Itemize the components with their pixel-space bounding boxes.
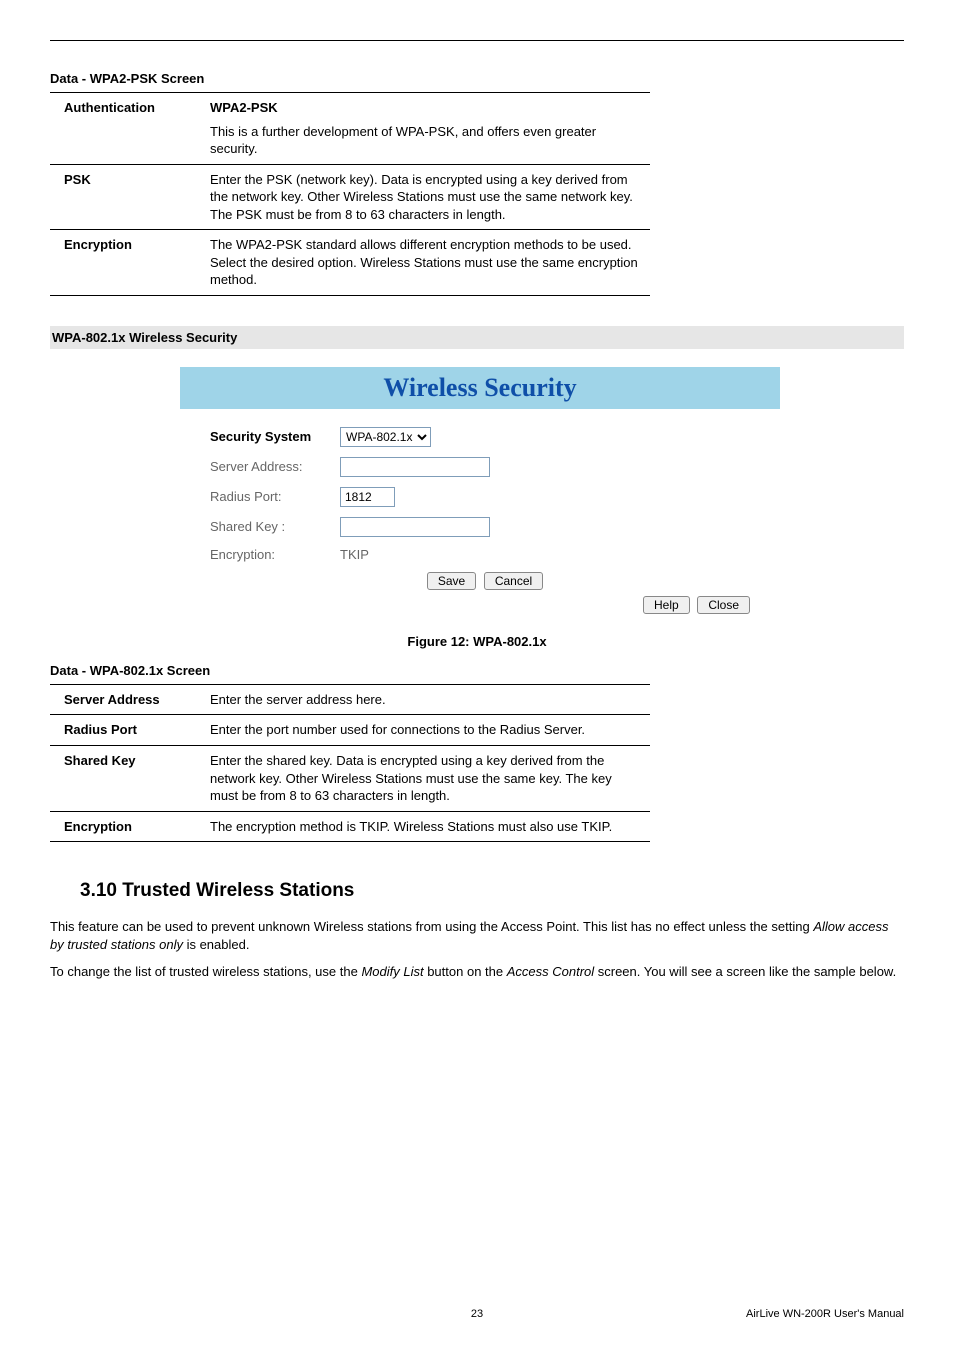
cell-shared-value: Enter the shared key. Data is encrypted … (200, 746, 650, 812)
table-row: Server Address Enter the server address … (50, 684, 650, 715)
cell-server-label: Server Address (50, 684, 200, 715)
cell-enc-value: The WPA2-PSK standard allows different e… (200, 230, 650, 296)
auth-bold: WPA2-PSK (210, 99, 640, 117)
shared-key-input[interactable] (340, 517, 490, 537)
close-button[interactable]: Close (697, 596, 750, 614)
cell-enc2-value: The encryption method is TKIP. Wireless … (200, 811, 650, 842)
security-system-label: Security System (210, 429, 340, 444)
table-row: Encryption The encryption method is TKIP… (50, 811, 650, 842)
cell-auth-value: WPA2-PSK This is a further development o… (200, 93, 650, 165)
wpa2psk-table: Authentication WPA2-PSK This is a furthe… (50, 92, 650, 296)
table-row: Shared Key Enter the shared key. Data is… (50, 746, 650, 812)
wpa2psk-heading: Data - WPA2-PSK Screen (50, 71, 904, 86)
trusted-p2: To change the list of trusted wireless s… (50, 963, 904, 981)
footer: 23 AirLive WN-200R User's Manual (50, 1308, 904, 1320)
table-row: Encryption The WPA2-PSK standard allows … (50, 230, 650, 296)
cell-radius-label: Radius Port (50, 715, 200, 746)
wpa8021x-heading: Data - WPA-802.1x Screen (50, 663, 904, 678)
server-address-input[interactable] (340, 457, 490, 477)
figure-caption: Figure 12: WPA-802.1x (50, 634, 904, 649)
table-row: Authentication WPA2-PSK This is a furthe… (50, 93, 650, 165)
radius-port-label: Radius Port: (210, 489, 340, 504)
manual-name: AirLive WN-200R User's Manual (746, 1308, 904, 1320)
cell-psk-label: PSK (50, 164, 200, 230)
wireless-security-panel: Wireless Security Security System WPA-80… (180, 367, 780, 624)
cell-psk-value: Enter the PSK (network key). Data is enc… (200, 164, 650, 230)
trusted-heading: 3.10 Trusted Wireless Stations (80, 880, 904, 902)
radius-port-input[interactable] (340, 487, 395, 507)
save-button[interactable]: Save (427, 572, 476, 590)
wpa8021x-banner: WPA-802.1x Wireless Security (50, 326, 904, 349)
cell-shared-label: Shared Key (50, 746, 200, 812)
cell-server-value: Enter the server address here. (200, 684, 650, 715)
shared-key-label: Shared Key : (210, 519, 340, 534)
cancel-button[interactable]: Cancel (484, 572, 543, 590)
encryption-label: Encryption: (210, 547, 340, 562)
security-system-select[interactable]: WPA-802.1x (340, 427, 431, 447)
table-row: Radius Port Enter the port number used f… (50, 715, 650, 746)
auth-text: This is a further development of WPA-PSK… (210, 123, 640, 158)
help-button[interactable]: Help (643, 596, 690, 614)
trusted-p1: This feature can be used to prevent unkn… (50, 918, 904, 953)
wpa8021x-table: Server Address Enter the server address … (50, 684, 650, 842)
server-address-label: Server Address: (210, 459, 340, 474)
panel-header: Wireless Security (180, 367, 780, 409)
encryption-value: TKIP (340, 547, 369, 562)
cell-enc2-label: Encryption (50, 811, 200, 842)
table-row: PSK Enter the PSK (network key). Data is… (50, 164, 650, 230)
cell-auth-label: Authentication (50, 93, 200, 165)
cell-enc-label: Encryption (50, 230, 200, 296)
cell-radius-value: Enter the port number used for connectio… (200, 715, 650, 746)
panel-title: Wireless Security (383, 373, 576, 402)
